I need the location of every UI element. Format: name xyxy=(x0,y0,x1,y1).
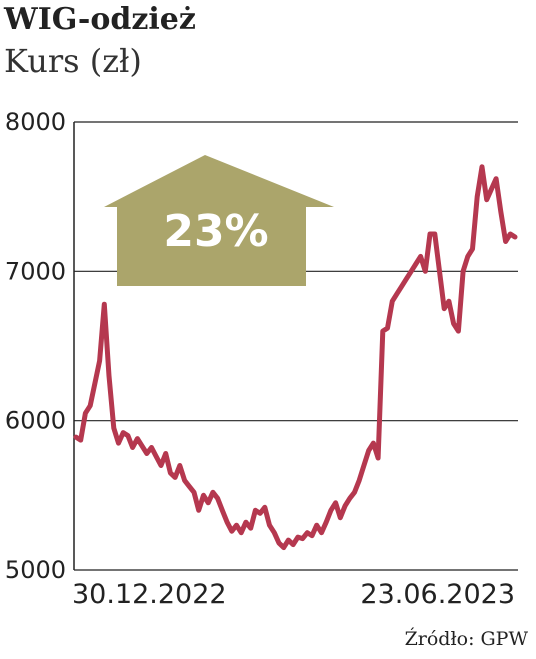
percent-change-callout: 23% xyxy=(104,155,334,286)
line-chart: 5000 6000 7000 8000 23% 30.12.2022 23.06.20… xyxy=(5,108,518,610)
source-note: Źródło: GPW xyxy=(404,628,528,650)
x-tick-label: 23.06.2023 xyxy=(360,579,515,610)
y-tick-label: 5000 xyxy=(5,556,66,584)
x-tick-label: 30.12.2022 xyxy=(72,579,227,610)
x-tick-labels: 30.12.2022 23.06.2023 xyxy=(72,579,515,610)
y-tick-label: 7000 xyxy=(5,257,66,285)
chart-subtitle: Kurs (zł) xyxy=(4,42,142,80)
series-line xyxy=(73,164,518,551)
chart-title: WIG-odzież xyxy=(4,2,196,37)
callout-arrow-shape xyxy=(104,155,334,286)
y-tick-label: 6000 xyxy=(5,407,66,435)
y-tick-label: 8000 xyxy=(5,108,66,136)
y-tick-labels: 5000 6000 7000 8000 xyxy=(5,108,66,584)
callout-label: 23% xyxy=(163,206,268,257)
